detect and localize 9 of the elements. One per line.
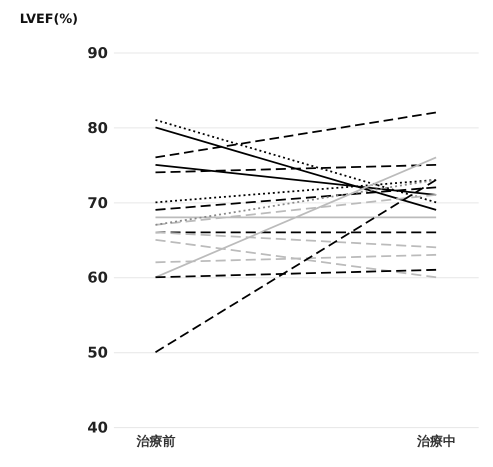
x-tick-label: 治療中 xyxy=(416,433,456,450)
y-tick-label: 40 xyxy=(87,420,108,437)
y-tick-label: 80 xyxy=(87,120,108,137)
y-axis-title: LVEF(%) xyxy=(20,12,78,27)
y-tick-label: 90 xyxy=(87,44,108,62)
y-tick-label: 60 xyxy=(87,270,108,287)
y-tick-label: 70 xyxy=(87,194,108,212)
x-tick-label: 治療前 xyxy=(135,433,176,450)
y-tick-label: 50 xyxy=(87,344,108,362)
